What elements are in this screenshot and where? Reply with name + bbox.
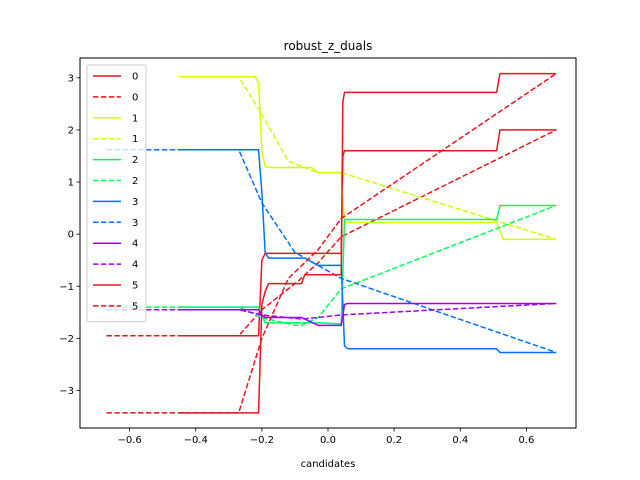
series-line-0-dashed (106, 129, 557, 337)
y-tick-label: −2 (59, 334, 74, 345)
legend-label: 2 (132, 155, 138, 166)
y-tick-label: 2 (68, 125, 74, 136)
x-tick-label: −0.6 (117, 435, 141, 446)
series-line-1-dashed (179, 76, 557, 241)
x-axis-label: candidates (301, 459, 356, 470)
x-tick-label: −0.4 (184, 435, 208, 446)
x-tick-label: 0.2 (386, 435, 402, 446)
legend-label: 5 (132, 281, 138, 292)
y-tick-label: 3 (68, 73, 74, 84)
legend-label: 3 (132, 218, 138, 229)
series-line-2-dashed (106, 204, 557, 327)
y-axis: −3 −2 −1 0 1 2 3 (59, 73, 80, 397)
legend-label: 0 (132, 92, 138, 103)
series-line-5-dashed (106, 73, 557, 414)
legend-label: 5 (132, 301, 138, 312)
y-tick-label: 1 (68, 178, 74, 189)
legend-label: 4 (132, 260, 138, 271)
x-tick-label: 0.0 (320, 435, 336, 446)
y-tick-label: −3 (59, 386, 74, 397)
x-tick-label: 0.4 (452, 435, 468, 446)
legend-label: 2 (132, 176, 138, 187)
legend-label: 3 (132, 197, 138, 208)
legend-label: 0 (132, 72, 138, 83)
legend-label: 1 (132, 113, 138, 124)
legend: 0 0 1 1 2 2 3 3 4 4 5 5 (86, 64, 147, 323)
x-tick-label: −0.2 (250, 435, 274, 446)
chart-title: robust_z_duals (284, 39, 373, 53)
series-line-3-dashed (106, 148, 557, 354)
x-axis: −0.6 −0.4 −0.2 0.0 0.2 0.4 0.6 (117, 428, 534, 446)
legend-label: 1 (132, 134, 138, 145)
plot-area (106, 72, 557, 414)
y-tick-label: −1 (59, 282, 74, 293)
legend-label: 4 (132, 239, 138, 250)
y-tick-label: 0 (68, 230, 74, 241)
legend-box (86, 64, 147, 323)
series-line-3-solid (179, 148, 557, 354)
x-tick-label: 0.6 (518, 435, 534, 446)
series-line-5-solid (179, 72, 557, 414)
